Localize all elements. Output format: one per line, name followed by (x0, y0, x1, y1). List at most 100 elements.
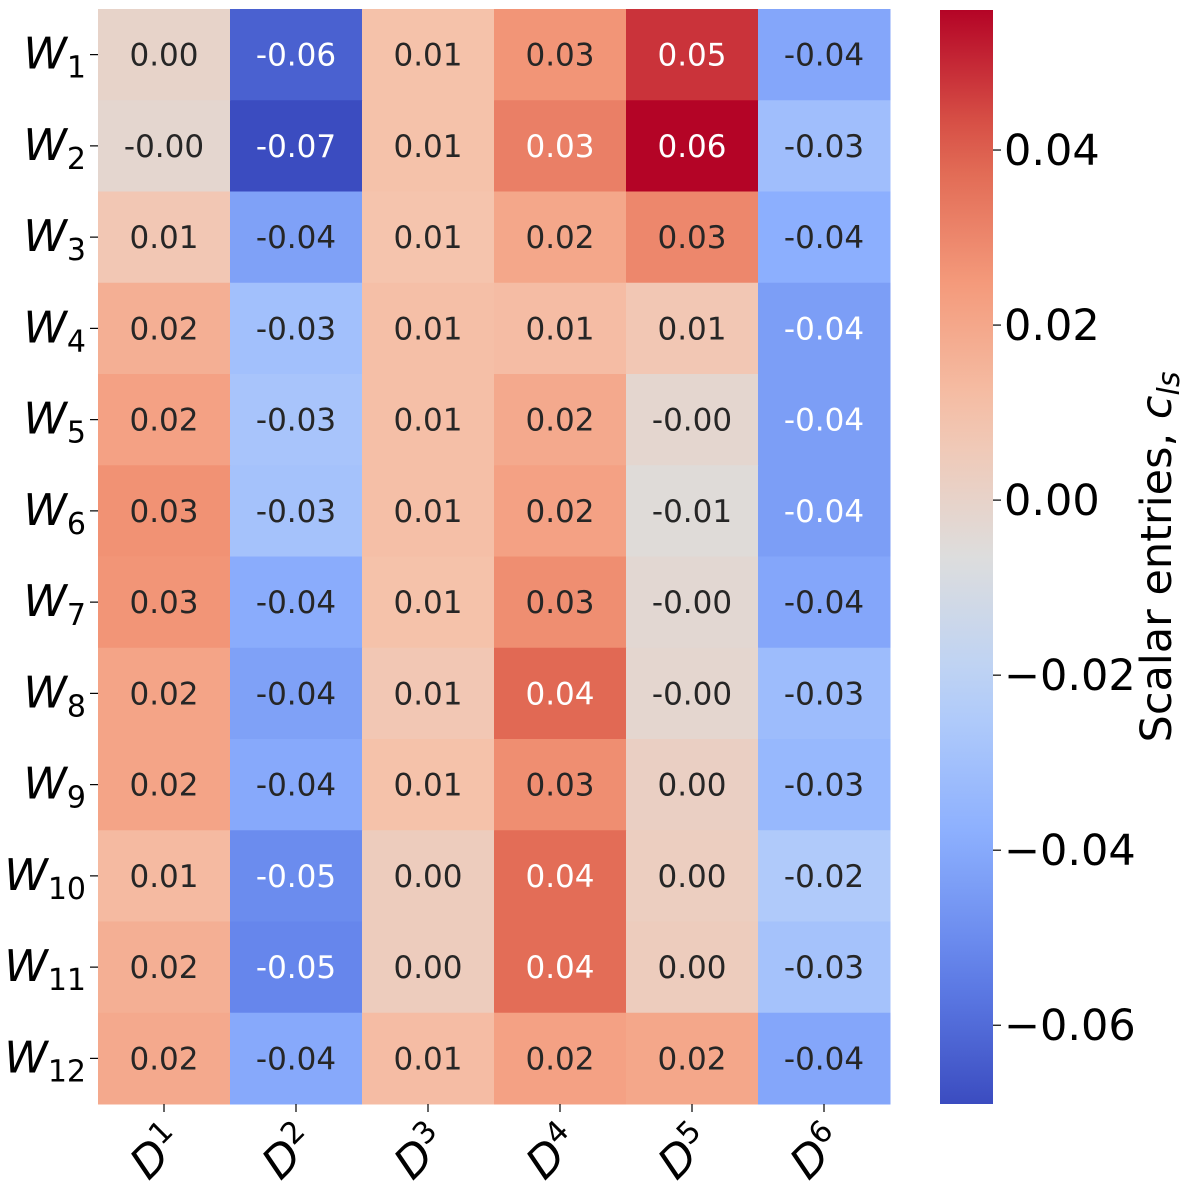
heatmap-cell-r10-c3 (362, 830, 495, 922)
heatmap-cell-r5-c6 (758, 374, 891, 466)
x-tick-label-4: D4 (514, 1114, 590, 1190)
y-tick-label-4: W4 (23, 302, 86, 359)
cell-annotation-r10-c1: 0.01 (129, 859, 198, 895)
cell-annotation-r11-c1: 0.02 (129, 950, 198, 986)
y-tick-label-1: W1 (23, 29, 86, 86)
cell-annotation-r12-c2: -0.04 (256, 1041, 336, 1077)
cell-annotation-r3-c4: 0.02 (525, 220, 594, 256)
heatmap-cell-r11-c3 (362, 921, 495, 1014)
cell-annotation-r7-c6: -0.04 (784, 585, 864, 621)
cell-annotation-r5-c5: -0.00 (652, 403, 732, 439)
cell-annotation-r11-c6: -0.03 (784, 950, 864, 986)
heatmap-cell-r2-c5 (626, 100, 759, 192)
heatmap-cell-r3-c6 (758, 191, 891, 284)
cell-annotation-r2-c5: 0.06 (657, 129, 726, 165)
heatmap-cell-r10-c1 (98, 830, 231, 922)
x-tick-label-1: D1 (118, 1114, 194, 1190)
cell-annotation-r7-c2: -0.04 (256, 585, 336, 621)
cell-annotation-r1-c5: 0.05 (657, 38, 726, 74)
colorbar-tick-label-6: −0.06 (1004, 1001, 1136, 1051)
y-tick-label-5: W5 (23, 394, 86, 451)
heatmap-cell-r11-c2 (230, 921, 363, 1014)
colorbar-tick-label-2: 0.02 (1004, 301, 1100, 351)
colorbar-ticks: 0.04 0.02 0.00 −0.02 −0.04 −0.06 (993, 126, 1136, 1051)
heatmap-annotations: 0.00 -0.06 0.01 0.03 0.05 -0.04 -0.00 -0.07 0.01… (124, 38, 864, 1078)
cell-annotation-r10-c3: 0.00 (393, 859, 462, 895)
heatmap-cell-r2-c2 (230, 100, 363, 192)
cell-annotation-r9-c1: 0.02 (129, 768, 198, 804)
cell-annotation-r4-c2: -0.03 (256, 311, 336, 347)
heatmap-cell-r4-c3 (362, 282, 495, 375)
heatmap-cell-r12-c6 (758, 1012, 891, 1105)
cell-annotation-r7-c1: 0.03 (129, 585, 198, 621)
cell-annotation-r9-c5: 0.00 (657, 768, 726, 804)
cell-annotation-r9-c3: 0.01 (393, 768, 462, 804)
heatmap-cell-r10-c6 (758, 830, 891, 922)
heatmap-cell-r12-c2 (230, 1012, 363, 1105)
cell-annotation-r8-c4: 0.04 (525, 676, 594, 712)
heatmap-cell-r5-c1 (98, 374, 231, 466)
cell-annotation-r1-c3: 0.01 (393, 38, 462, 74)
heatmap-cell-r12-c1 (98, 1012, 231, 1105)
heatmap-cell-r11-c6 (758, 921, 891, 1014)
heatmap-cell-r7-c4 (494, 556, 627, 649)
y-tick-label-11: W11 (4, 941, 86, 998)
heatmap-cell-r7-c5 (626, 556, 759, 649)
cell-annotation-r1-c1: 0.00 (129, 38, 198, 74)
cell-annotation-r10-c2: -0.05 (256, 859, 336, 895)
colorbar-tick-label-3: 0.00 (1004, 476, 1100, 526)
heatmap-cell-r11-c1 (98, 921, 231, 1014)
cell-annotation-r11-c5: 0.00 (657, 950, 726, 986)
cell-annotation-r12-c1: 0.02 (129, 1041, 198, 1077)
cell-annotation-r7-c4: 0.03 (525, 585, 594, 621)
y-tick-label-9: W9 (23, 759, 86, 816)
heatmap-cell-r10-c5 (626, 830, 759, 922)
heatmap-cell-r1-c3 (362, 9, 495, 101)
heatmap-cell-r8-c6 (758, 647, 891, 740)
heatmap-cell-r6-c3 (362, 465, 495, 557)
cell-annotation-r5-c6: -0.04 (784, 403, 864, 439)
cell-annotation-r4-c4: 0.01 (525, 311, 594, 347)
heatmap-cell-r1-c4 (494, 9, 627, 101)
heatmap-cell-r12-c5 (626, 1012, 759, 1105)
heatmap-cell-r9-c2 (230, 739, 363, 831)
heatmap-cell-r1-c2 (230, 9, 363, 101)
colorbar-label-symbol: c (1132, 395, 1182, 419)
heatmap-cell-r2-c3 (362, 100, 495, 192)
heatmap-cell-r4-c5 (626, 282, 759, 375)
heatmap-cell-r2-c6 (758, 100, 891, 192)
y-tick-label-8: W8 (23, 667, 86, 724)
cell-annotation-r4-c3: 0.01 (393, 311, 462, 347)
cell-annotation-r12-c6: -0.04 (784, 1041, 864, 1077)
cell-annotation-r12-c4: 0.02 (525, 1041, 594, 1077)
y-tick-label-2: W2 (23, 120, 86, 177)
cell-annotation-r5-c2: -0.03 (256, 403, 336, 439)
colorbar-gradient (940, 10, 993, 1104)
cell-annotation-r5-c1: 0.02 (129, 403, 198, 439)
cell-annotation-r10-c5: 0.00 (657, 859, 726, 895)
cell-annotation-r9-c2: -0.04 (256, 768, 336, 804)
heatmap-cell-r9-c1 (98, 739, 231, 831)
heatmap-cell-r4-c1 (98, 282, 231, 375)
heatmap-cell-r3-c5 (626, 191, 759, 284)
heatmap-cell-r5-c5 (626, 374, 759, 466)
cell-annotation-r9-c4: 0.03 (525, 768, 594, 804)
heatmap-cells (98, 9, 891, 1105)
y-axis: W1 W2 W3 W4 W5 W6 W7 W8 W9 W10 W11 W12 (4, 29, 98, 1089)
cell-annotation-r11-c3: 0.00 (393, 950, 462, 986)
colorbar-tick-label-1: 0.04 (1004, 126, 1100, 176)
cell-annotation-r3-c1: 0.01 (129, 220, 198, 256)
heatmap-cell-r3-c4 (494, 191, 627, 284)
heatmap-cell-r7-c6 (758, 556, 891, 649)
y-tick-label-7: W7 (23, 576, 86, 633)
heatmap-cell-r12-c3 (362, 1012, 495, 1105)
heatmap-cell-r2-c1 (98, 100, 231, 192)
heatmap-cell-r7-c2 (230, 556, 363, 649)
cell-annotation-r6-c4: 0.02 (525, 494, 594, 530)
heatmap-cell-r6-c5 (626, 465, 759, 557)
cell-annotation-r12-c5: 0.02 (657, 1041, 726, 1077)
cell-annotation-r3-c2: -0.04 (256, 220, 336, 256)
y-tick-label-12: W12 (4, 1032, 86, 1089)
cell-annotation-r7-c3: 0.01 (393, 585, 462, 621)
heatmap-cell-r7-c3 (362, 556, 495, 649)
